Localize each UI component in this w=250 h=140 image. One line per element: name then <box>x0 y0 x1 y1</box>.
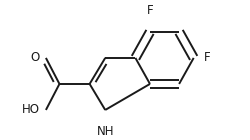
Text: F: F <box>147 4 153 17</box>
Text: HO: HO <box>22 103 40 116</box>
Text: NH: NH <box>96 124 114 137</box>
Text: O: O <box>30 51 40 64</box>
Text: F: F <box>204 51 211 64</box>
